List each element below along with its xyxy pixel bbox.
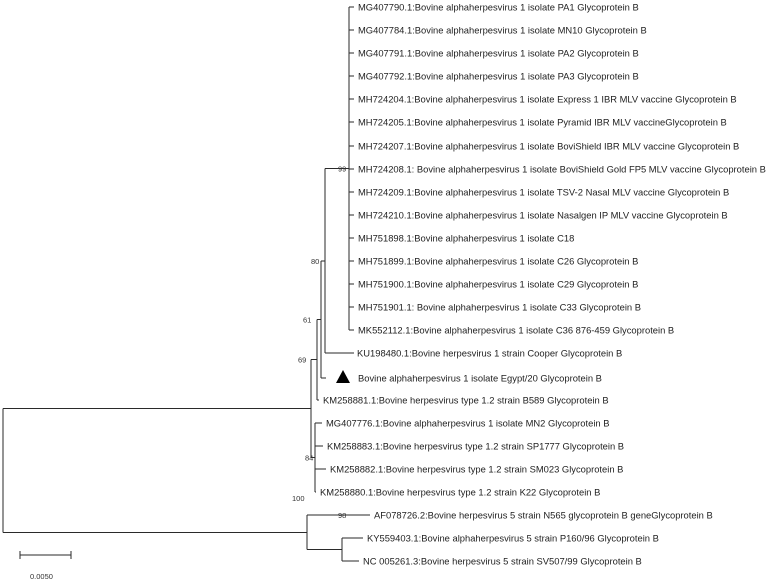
triangle-marker-icon [336, 370, 350, 383]
leaf-label: KM258881.1:Bovine herpesvirus type 1.2 s… [323, 395, 609, 406]
leaf-label: MH724207.1:Bovine alphaherpesvirus 1 iso… [358, 141, 739, 152]
scale-bar-label: 0.0050 [30, 572, 53, 581]
bootstrap-label: 84 [305, 454, 313, 463]
leaf-label: MH751900.1:Bovine alphaherpesvirus 1 iso… [358, 279, 638, 290]
leaf-label: AF078726.2:Bovine herpesvirus 5 strain N… [374, 510, 713, 521]
leaf-label: KM258883.1:Bovine herpesvirus type 1.2 s… [327, 441, 624, 452]
bootstrap-values: 99 80 61 69 84 100 98 [292, 165, 346, 521]
leaf-label: MH724210.1:Bovine alphaherpesvirus 1 iso… [358, 210, 728, 221]
leaf-label: KU198480.1:Bovine herpesvirus 1 strain C… [357, 348, 622, 359]
leaf-markers [336, 370, 350, 383]
bootstrap-label: 99 [338, 165, 346, 174]
bootstrap-label: 69 [298, 356, 306, 365]
leaf-label: MH724204.1:Bovine alphaherpesvirus 1 iso… [358, 94, 737, 105]
bootstrap-label: 100 [292, 494, 305, 503]
scale-bar: 0.0050 [19, 551, 72, 581]
leaf-label: MH724205.1:Bovine alphaherpesvirus 1 iso… [358, 117, 727, 128]
leaf-labels: MG407790.1:Bovine alphaherpesvirus 1 iso… [320, 2, 766, 567]
leaf-label: MG407791.1:Bovine alphaherpesvirus 1 iso… [358, 48, 639, 59]
leaf-label: MG407790.1:Bovine alphaherpesvirus 1 iso… [358, 2, 639, 13]
leaf-label: MH751898.1:Bovine alphaherpesvirus 1 iso… [358, 233, 574, 244]
leaf-label: KM258880.1:Bovine herpesvirus type 1.2 s… [320, 487, 600, 498]
tree-branches [2, 6, 370, 562]
leaf-label: MG407792.1:Bovine alphaherpesvirus 1 iso… [358, 71, 639, 82]
leaf-label: NC 005261.3:Bovine herpesvirus 5 strain … [363, 556, 642, 567]
leaf-label: KY559403.1:Bovine alphaherpesvirus 5 str… [367, 533, 659, 544]
leaf-label: MH751899.1:Bovine alphaherpesvirus 1 iso… [358, 256, 638, 267]
bootstrap-label: 61 [303, 315, 311, 324]
bootstrap-label: 80 [311, 257, 319, 266]
leaf-label: MH724209.1:Bovine alphaherpesvirus 1 iso… [358, 187, 729, 198]
leaf-label: MG407784.1:Bovine alphaherpesvirus 1 iso… [358, 25, 647, 36]
bootstrap-label: 98 [338, 511, 346, 520]
leaf-label: KM258882.1:Bovine herpesvirus type 1.2 s… [330, 464, 623, 475]
leaf-label: Bovine alphaherpesvirus 1 isolate Egypt/… [358, 373, 602, 384]
leaf-label: MK552112.1:Bovine alphaherpesvirus 1 iso… [358, 325, 674, 336]
leaf-label: MG407776.1:Bovine alphaherpesvirus 1 iso… [326, 418, 610, 429]
leaf-label: MH751901.1: Bovine alphaherpesvirus 1 is… [358, 302, 641, 313]
leaf-label: MH724208.1: Bovine alphaherpesvirus 1 is… [358, 164, 766, 175]
